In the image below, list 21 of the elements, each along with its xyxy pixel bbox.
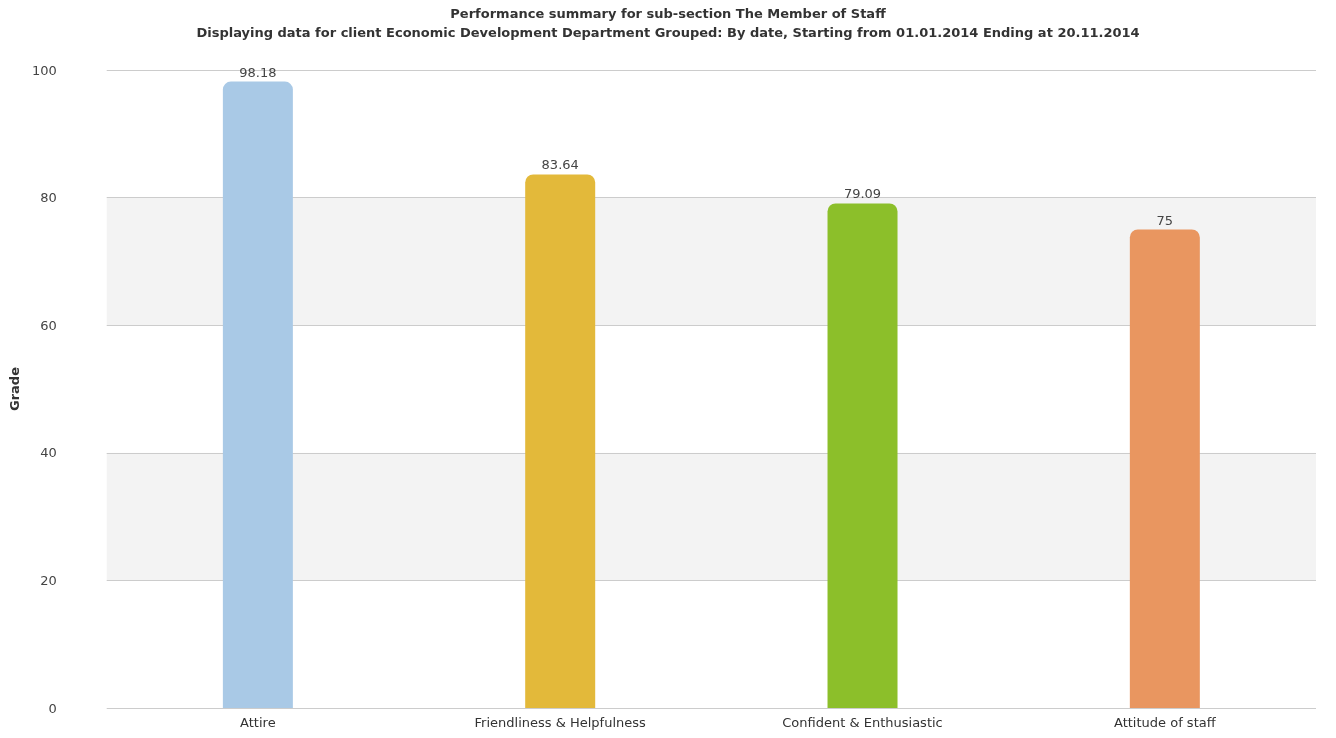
y-tick-label: 60 xyxy=(40,317,57,333)
chart-subtitle: Displaying data for client Economic Development Department Grouped: By date, Starting from 01.01.2014 Ending at 20.11.2014 xyxy=(196,25,1140,40)
chart-title: Performance summary for sub-section The Member of Staff xyxy=(450,6,887,21)
data-label: 98.18 xyxy=(239,64,277,80)
data-label: 79.09 xyxy=(843,186,882,202)
bar xyxy=(827,203,898,708)
x-tick-label: Attire xyxy=(240,715,276,730)
y-axis-title: Grade xyxy=(7,366,22,411)
x-tick-label: Friendliness & Helpfulness xyxy=(474,715,647,730)
y-tick-label: 40 xyxy=(40,445,57,461)
bar xyxy=(222,81,293,708)
bar xyxy=(1129,229,1200,708)
data-label: 75 xyxy=(1156,212,1174,228)
y-tick-label: 20 xyxy=(40,572,57,588)
data-label: 83.64 xyxy=(541,157,579,173)
y-tick-label: 80 xyxy=(40,190,57,206)
x-tick-label: Confident & Enthusiastic xyxy=(782,715,943,730)
bar xyxy=(525,174,596,708)
y-tick-label: 100 xyxy=(31,62,57,78)
y-tick-label: 0 xyxy=(48,700,57,716)
x-tick-label: Attitude of staff xyxy=(1114,715,1217,730)
